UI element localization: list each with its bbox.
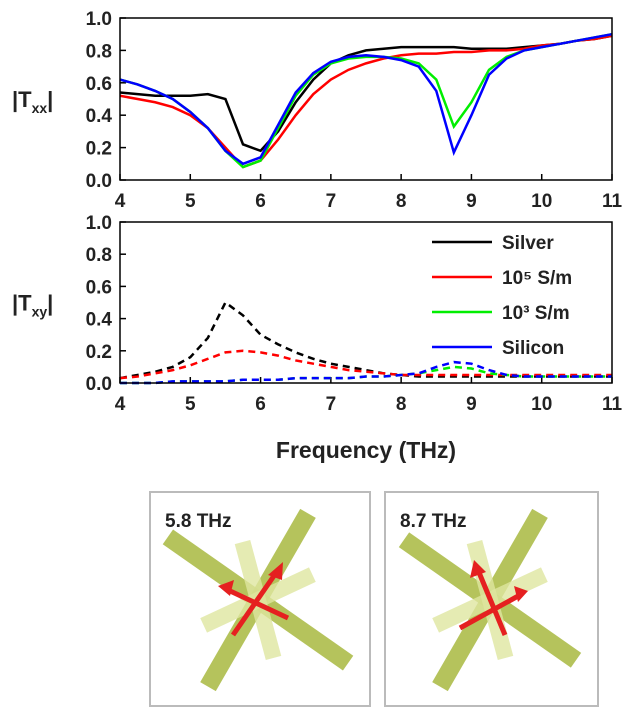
x-tick-label: 6 [255,394,266,415]
y-axis-label: |Txx| [12,87,53,116]
legend-label: 10³ S/m [502,303,570,324]
x-tick-label: 5 [185,191,196,212]
plot-frame [119,17,613,181]
y-axis-label-part: | [47,291,53,316]
y-tick-label: 0.4 [86,310,113,331]
x-tick-label: 9 [466,191,477,212]
inset-drawing [398,508,582,692]
legend-label: Silver [502,233,554,254]
x-tick-label: 9 [466,394,477,415]
y-axis-label-part: |T [12,291,32,316]
inset-2 [384,491,599,707]
x-tick-label: 4 [115,191,126,212]
x-tick-label: 6 [255,191,266,212]
y-axis-label-part: | [47,87,53,112]
y-tick-label: 0.2 [86,139,112,160]
series-line [119,32,613,166]
inset-label: 5.8 THz [165,511,232,532]
y-tick-label: 0.6 [86,277,112,298]
y-tick-label: 1.0 [86,9,112,30]
y-tick-label: 0.0 [86,171,112,192]
y-axis-label-part: xy [32,304,48,320]
y-tick-label: 0.8 [86,245,112,266]
x-tick-label: 4 [115,394,126,415]
y-tick-label: 1.0 [86,213,112,234]
series-line [119,349,612,380]
x-tick-label: 7 [326,191,337,212]
inset-1 [149,491,371,707]
inset-label: 8.7 THz [400,511,467,532]
y-axis-label-part: |T [12,87,32,112]
series-line [120,360,612,385]
plot-frame [119,221,613,384]
x-tick-label: 10 [531,191,552,212]
y-tick-label: 0.8 [86,41,112,62]
y-tick-label: 0.4 [86,106,113,127]
x-tick-label: 8 [396,394,407,415]
x-tick-label: 10 [531,394,552,415]
x-tick-label: 7 [326,394,337,415]
legend-label: Silicon [502,338,564,359]
y-tick-label: 0.6 [86,74,112,95]
x-axis-label: Frequency (THz) [276,437,456,463]
legend-label: 10⁵ S/m [502,268,572,289]
y-axis-label-part: xx [32,100,48,116]
x-tick-label: 11 [602,394,623,415]
y-tick-label: 0.2 [86,342,112,363]
x-tick-label: 8 [396,191,407,212]
x-tick-label: 11 [602,191,623,212]
inset-drawing [162,508,354,692]
series-line [119,34,613,153]
y-tick-label: 0.0 [86,374,112,395]
x-tick-label: 5 [185,394,196,415]
y-axis-label: |Txy| [12,291,53,320]
